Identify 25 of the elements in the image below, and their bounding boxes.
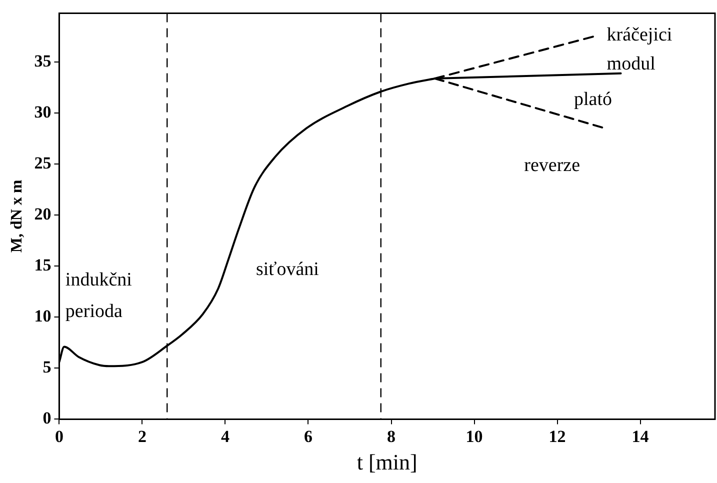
annotation: modul bbox=[606, 53, 656, 74]
annotation: siťováni bbox=[256, 259, 319, 280]
x-tick-label: 8 bbox=[387, 426, 396, 446]
y-tick-label: 30 bbox=[34, 102, 52, 122]
x-tick-label: 0 bbox=[54, 426, 64, 446]
annotation: kráčejici bbox=[606, 24, 672, 46]
y-tick-label: 20 bbox=[34, 204, 52, 224]
x-axis-title: t [min] bbox=[356, 450, 418, 475]
annotation: indukčni bbox=[65, 269, 132, 290]
y-axis-title: M, dN x m bbox=[8, 179, 26, 253]
y-tick-label: 25 bbox=[34, 154, 52, 173]
y-tick-label: 15 bbox=[34, 256, 52, 275]
annotation: reverze bbox=[524, 155, 580, 176]
x-tick-label: 14 bbox=[632, 426, 650, 446]
x-tick-label: 10 bbox=[466, 426, 483, 446]
x-tick-label: 12 bbox=[548, 426, 566, 446]
y-tick-label: 35 bbox=[34, 52, 52, 71]
x-tick-label: 2 bbox=[138, 426, 146, 446]
annotation: plató bbox=[574, 89, 612, 110]
x-tick-label: 6 bbox=[304, 426, 312, 446]
y-tick-label: 0 bbox=[42, 408, 52, 428]
annotation: perioda bbox=[65, 301, 123, 322]
x-tick-label: 4 bbox=[220, 426, 230, 446]
y-tick-label: 5 bbox=[42, 358, 52, 377]
y-tick-label: 10 bbox=[34, 306, 52, 326]
